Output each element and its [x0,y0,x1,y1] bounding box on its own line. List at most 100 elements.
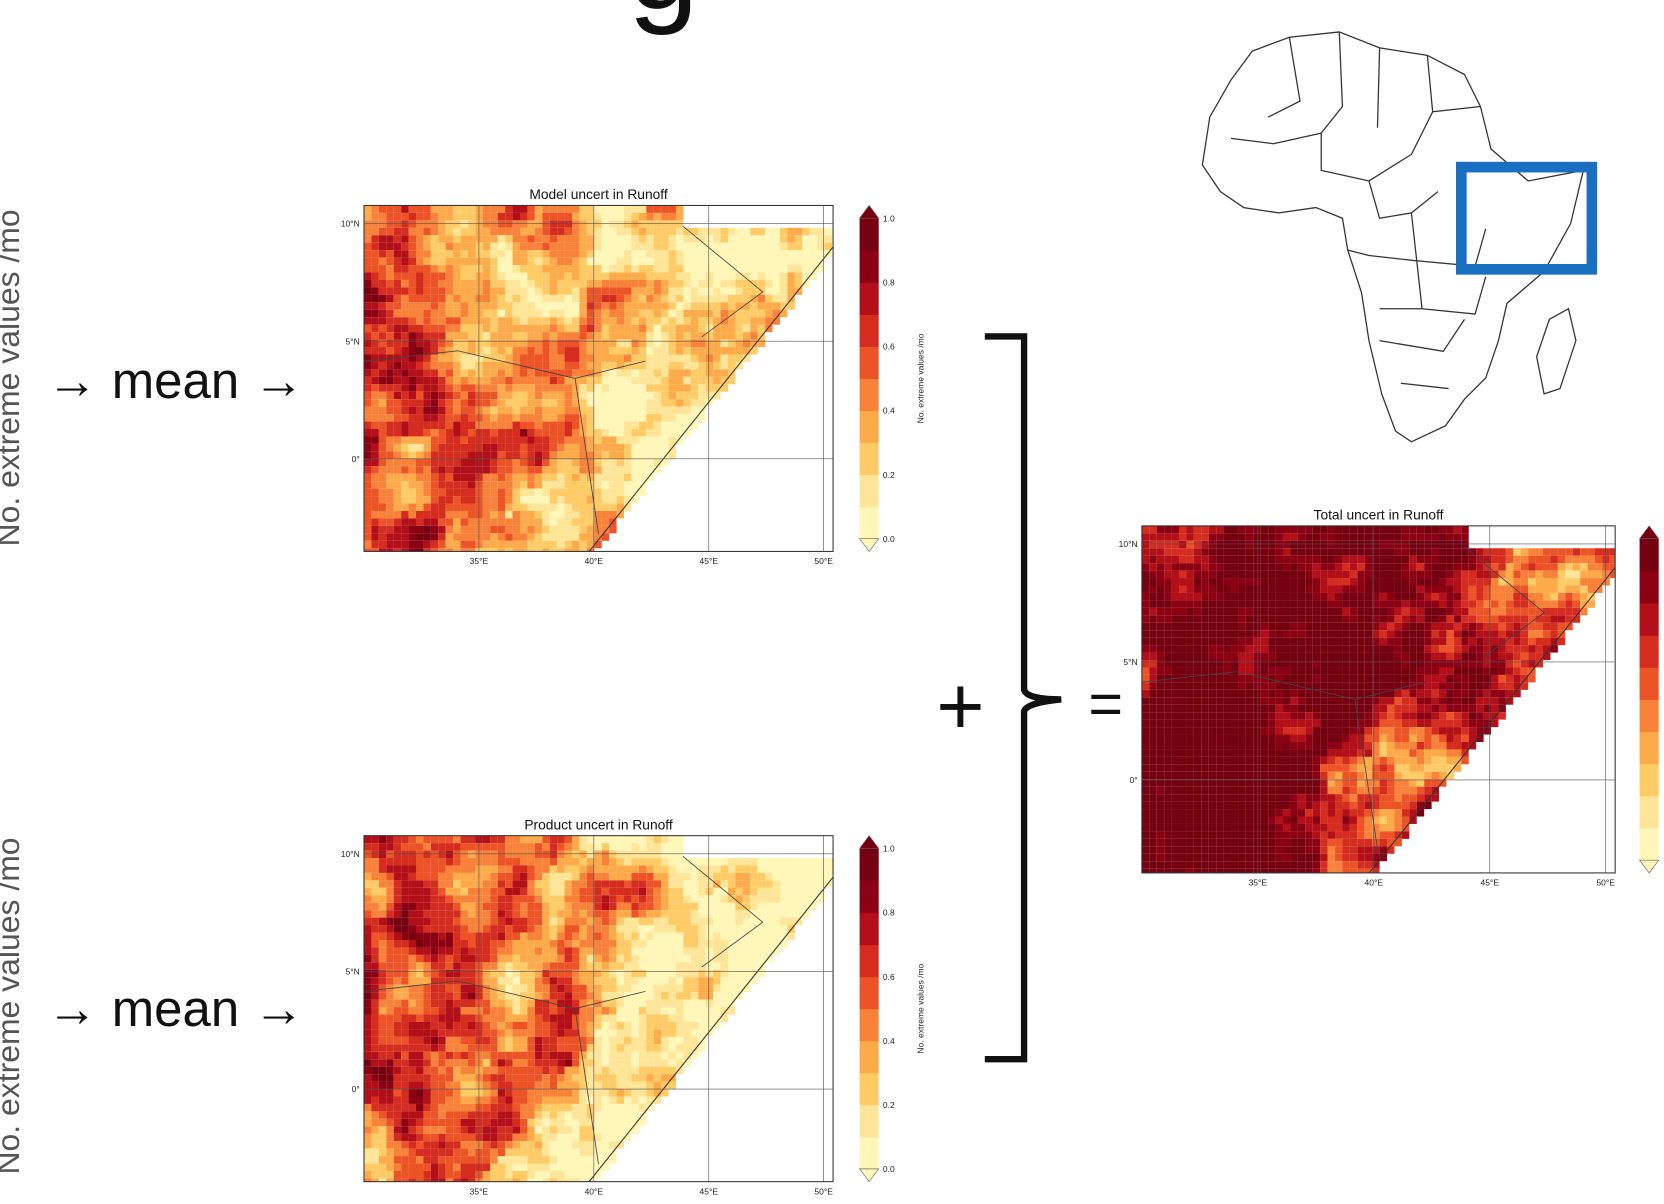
heat-cell [639,895,646,902]
heat-cell [1387,541,1394,548]
heat-cell [691,340,698,347]
heat-cell [490,250,497,257]
heat-cell [728,1007,735,1014]
heat-cell [735,977,742,984]
heat-cell [646,1015,653,1022]
heat-cell [505,977,512,984]
heat-cell [661,258,668,265]
heat-cell [550,384,557,391]
heat-cell [1201,578,1208,585]
heat-cell [594,1089,601,1096]
heat-cell [773,228,780,235]
heat-cell [609,205,616,212]
heat-cell [453,1059,460,1066]
heat-cell [461,235,468,242]
heat-cell [527,220,534,227]
heat-cell [1313,556,1320,563]
heat-cell [669,970,676,977]
heat-cell [446,399,453,406]
heat-cell [572,903,579,910]
heat-cell [453,466,460,473]
heat-cell [609,399,616,406]
heat-cell [750,332,757,339]
heat-cell [490,858,497,865]
heat-cell [401,1015,408,1022]
heat-cell [371,940,378,947]
heat-cell [1610,571,1615,578]
heat-cell [1372,548,1379,555]
heat-cell [431,925,438,932]
heat-cell [409,1067,416,1074]
heat-cell [409,1059,416,1066]
heat-cell [587,1156,594,1163]
heat-cell [1550,571,1557,578]
heat-cell [1246,548,1253,555]
heat-cell [594,865,601,872]
heat-cell [409,474,416,481]
heat-cell [386,1022,393,1029]
heat-cell [461,280,468,287]
heat-cell [364,851,371,858]
heat-cell [423,325,430,332]
heat-cell [617,843,624,850]
heat-cell [557,1044,564,1051]
heat-cell [394,1171,401,1178]
heat-cell [513,481,520,488]
heat-cell [550,541,557,548]
heat-cell [1194,563,1201,570]
heat-cell [587,880,594,887]
heat-cell [609,1029,616,1036]
heat-cell [409,481,416,488]
heat-cell [646,947,653,954]
heat-cell [468,377,475,384]
heat-cell [780,888,787,895]
heat-cell [654,918,661,925]
heat-cell [1476,548,1483,555]
heat-cell [409,287,416,294]
heat-cell [713,295,720,302]
heat-cell [1157,526,1164,533]
heat-cell [423,213,430,220]
heat-cell [401,511,408,518]
heat-cell [587,422,594,429]
heat-cell [1402,541,1409,548]
heat-cell [535,895,542,902]
heat-cell [423,526,430,533]
heat-cell [1454,533,1461,540]
heat-cell [787,302,794,309]
heat-cell [579,940,586,947]
heat-cell [535,496,542,503]
heat-cell [1424,533,1431,540]
heat-cell [542,436,549,443]
heat-cell [698,317,705,324]
heat-cell [713,888,720,895]
heat-cell [371,1007,378,1014]
heat-cell [498,1029,505,1036]
bracket [985,336,1061,1059]
heat-cell [698,1044,705,1051]
heat-cell [550,865,557,872]
heat-cell [431,265,438,272]
heat-cell [661,399,668,406]
heat-cell [431,213,438,220]
heat-cell [453,1126,460,1133]
heat-cell [527,258,534,265]
heat-cell [557,213,564,220]
heat-cell [498,1022,505,1029]
heat-cell [423,504,430,511]
heat-cell [565,1074,572,1081]
heat-cell [394,384,401,391]
colorbar-step [860,314,879,347]
heat-cell [743,918,750,925]
heat-cell [1513,556,1520,563]
heat-cell [438,925,445,932]
heat-cell [364,1044,371,1051]
heat-cell [535,287,542,294]
heat-cell [557,474,564,481]
heat-cell [490,444,497,451]
heat-cell [483,1171,490,1178]
heat-cell [401,399,408,406]
heat-cell [750,265,757,272]
heat-cell [617,888,624,895]
heat-cell [394,1134,401,1141]
